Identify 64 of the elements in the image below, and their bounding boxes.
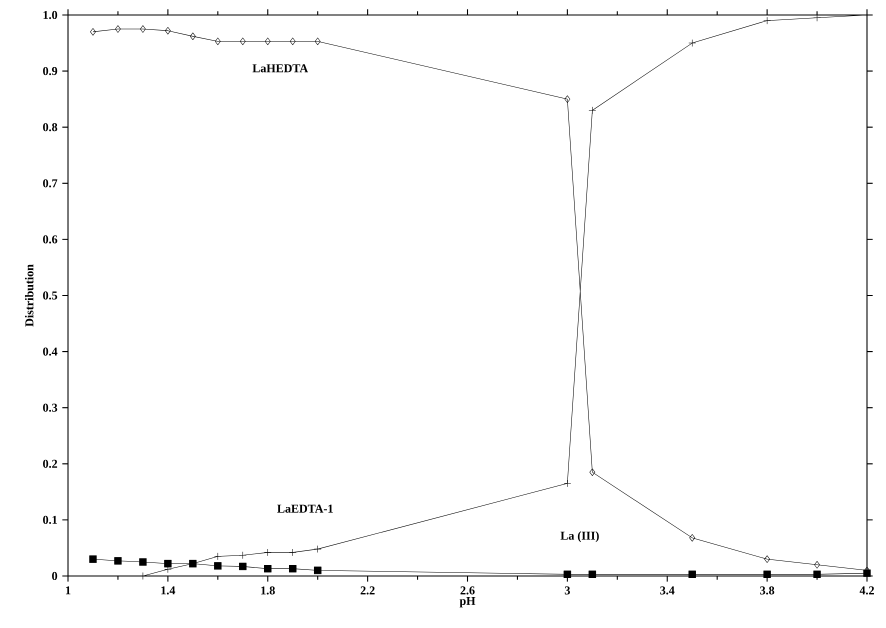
point: [288, 564, 296, 572]
point: [214, 562, 222, 570]
text: LaEDTA-1: [277, 504, 333, 513]
y-tick-label: 0.8: [43, 123, 58, 132]
point: [264, 564, 272, 572]
point: [564, 480, 572, 488]
x-tick-label: 3.8: [760, 586, 774, 595]
point: [214, 552, 222, 560]
y-tick-label: 0.7: [43, 179, 58, 188]
point: [314, 545, 322, 553]
y-axis-title: Distribution: [24, 264, 34, 327]
point: [688, 39, 696, 47]
y-tick-label: 0.1: [43, 516, 57, 524]
point: [165, 26, 171, 34]
y-tick-label: 0: [52, 572, 58, 580]
x-tick-label: 4.2: [860, 586, 874, 594]
point: [114, 557, 122, 565]
series-label: LaHEDTA: [252, 64, 308, 72]
point: [588, 106, 596, 114]
point: [863, 569, 871, 577]
point: [89, 555, 97, 563]
point: [90, 28, 96, 36]
point: [115, 25, 121, 33]
y-tick-label: 0.3: [43, 404, 58, 412]
point: [689, 534, 696, 542]
point: [588, 570, 596, 578]
point: [564, 95, 570, 103]
y-tick-label: 0.4: [43, 348, 58, 356]
point: [264, 548, 272, 556]
x-tick-label: 3.4: [660, 586, 675, 594]
point: [813, 570, 821, 578]
x-tick-label: 1.8: [261, 586, 275, 595]
x-tick-label: 2.6: [460, 586, 475, 594]
point: [314, 38, 321, 46]
point: [239, 551, 247, 559]
point: [239, 562, 247, 570]
point: [164, 560, 172, 568]
point: [763, 570, 771, 578]
y-tick-label: 0.5: [43, 291, 58, 300]
text: La (III): [560, 531, 599, 542]
y-tick-label: 0.6: [43, 235, 58, 244]
point: [314, 566, 322, 574]
x-tick-label: 3: [564, 586, 570, 594]
point: [764, 555, 770, 563]
x-tick-label: 1.4: [161, 586, 176, 594]
point: [688, 570, 696, 578]
x-tick-label: 1: [66, 586, 70, 594]
point: [763, 16, 771, 24]
point: [240, 38, 246, 46]
point: [290, 38, 296, 46]
x-axis-title: pH: [460, 597, 476, 608]
y-tick-label: 1.0: [44, 10, 58, 20]
point: [814, 561, 820, 568]
point: [589, 468, 596, 476]
x-tick-label: 2.2: [360, 586, 375, 594]
point: [264, 38, 271, 46]
point: [190, 32, 196, 40]
point: [140, 25, 146, 33]
point: [288, 548, 296, 556]
point: [139, 558, 147, 566]
point: [564, 570, 572, 578]
y-tick-label: 0.2: [43, 460, 58, 468]
y-tick-label: 0.9: [43, 67, 58, 76]
point: [214, 38, 221, 46]
